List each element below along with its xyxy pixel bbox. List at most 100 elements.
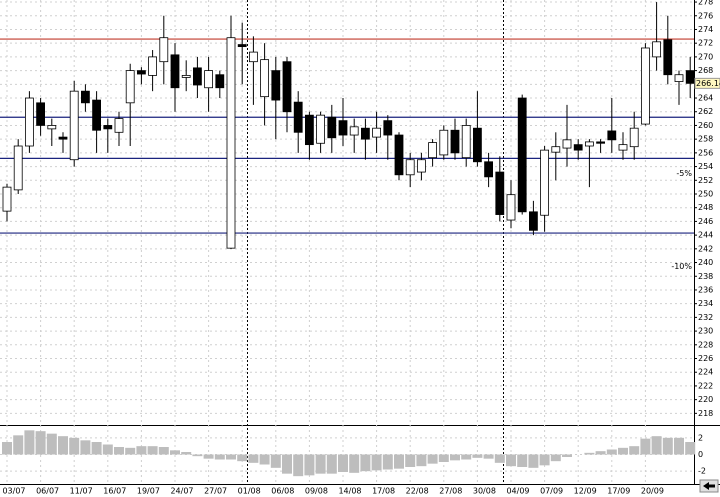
bar	[483, 454, 494, 459]
x-tick-label: 09/08	[305, 487, 328, 496]
y-tick-label: 254	[698, 162, 713, 171]
y-tick-label: 278	[698, 0, 713, 7]
bar	[80, 440, 91, 455]
bar	[349, 454, 360, 473]
x-tick-label: 06/07	[36, 487, 59, 496]
x-tick-label: 22/08	[406, 487, 429, 496]
candle-body	[69, 90, 79, 161]
bar	[315, 454, 326, 474]
y-tick-label: 276	[698, 11, 713, 20]
bar	[248, 454, 259, 463]
x-tick-label: 03/07	[2, 487, 25, 496]
y-tick-label: 240	[698, 258, 713, 267]
y-tick-label: 264	[698, 94, 713, 103]
candle-body	[607, 130, 617, 141]
y-tick-label: 242	[698, 244, 713, 253]
x-tick-label: 30/08	[473, 487, 496, 496]
y-tick-label: 272	[698, 39, 713, 48]
bar	[2, 442, 12, 455]
bar	[618, 447, 628, 455]
candle-body	[394, 134, 404, 176]
bar	[125, 447, 136, 455]
x-tick-label: 11/07	[70, 487, 93, 496]
candle-body	[2, 186, 12, 212]
candle-body	[629, 127, 639, 148]
x-tick-label: 19/07	[137, 487, 160, 496]
candle-body	[405, 159, 415, 176]
bar	[550, 454, 561, 462]
bar	[427, 454, 438, 464]
candle-body	[450, 129, 460, 154]
bar	[326, 454, 337, 474]
candle-body	[170, 54, 180, 89]
bar	[416, 454, 427, 467]
candle-body	[148, 56, 158, 76]
candle-body	[58, 136, 68, 140]
bar	[562, 454, 572, 457]
candle-body	[540, 149, 549, 216]
candle-body	[103, 125, 113, 130]
candle-body	[24, 97, 34, 147]
bar	[147, 446, 158, 455]
bar	[360, 454, 371, 472]
x-tick-label: 07/09	[540, 487, 563, 496]
bar	[304, 454, 315, 476]
bar	[394, 454, 404, 469]
candle-body	[136, 70, 146, 75]
x-tick-label: 17/09	[607, 487, 630, 496]
bar	[58, 436, 68, 455]
bar	[506, 454, 516, 467]
candle-body	[372, 127, 382, 138]
annotation: -10%	[671, 262, 692, 271]
candle-body	[159, 37, 169, 63]
bar	[181, 452, 192, 455]
candle-body	[685, 70, 695, 84]
candle-body	[663, 39, 673, 76]
candle-body	[181, 75, 191, 78]
candle-body	[652, 41, 661, 58]
candle-body	[260, 59, 270, 98]
bar	[371, 454, 382, 471]
x-tick-label: 16/07	[103, 487, 126, 496]
bar	[170, 450, 180, 455]
candle-body	[215, 74, 225, 89]
annotation: -5%	[676, 169, 692, 178]
candle-body	[114, 118, 124, 133]
candle-body	[293, 101, 303, 133]
y-tick-label: 232	[698, 313, 713, 322]
candle-body	[674, 74, 684, 82]
candle-body	[271, 70, 281, 101]
y-tick-label: 244	[698, 231, 713, 240]
candle-body	[562, 139, 572, 149]
candle-body	[641, 47, 650, 125]
y-tick-label: 246	[698, 217, 713, 226]
bar	[35, 431, 46, 455]
x-tick-label: 14/08	[338, 487, 361, 496]
bar	[24, 430, 35, 455]
bar	[382, 454, 393, 470]
y-tick-label: 256	[698, 148, 713, 157]
bar	[528, 454, 539, 468]
candle-body	[495, 171, 505, 215]
bar	[539, 454, 550, 466]
x-tick-label: 12/09	[574, 487, 597, 496]
y-tick-label: 0	[698, 450, 703, 459]
bar	[640, 438, 651, 455]
x-tick-label: 27/08	[439, 487, 462, 496]
candle-body	[618, 144, 628, 151]
bar	[450, 454, 460, 461]
x-tick-label: 20/09	[641, 487, 664, 496]
y-tick-label: 2	[698, 433, 703, 442]
y-tick-label: 218	[698, 409, 713, 418]
x-tick-label: 24/07	[170, 487, 193, 496]
bar	[584, 452, 595, 455]
candle-body	[529, 211, 538, 231]
x-tick-label: 01/08	[238, 487, 261, 496]
candle-body	[551, 146, 561, 153]
x-tick-label: 27/07	[204, 487, 227, 496]
y-tick-label: 234	[698, 299, 713, 308]
y-tick-label: 250	[698, 189, 713, 198]
candle-body	[13, 145, 23, 191]
bar	[46, 433, 57, 455]
bar	[226, 454, 236, 460]
